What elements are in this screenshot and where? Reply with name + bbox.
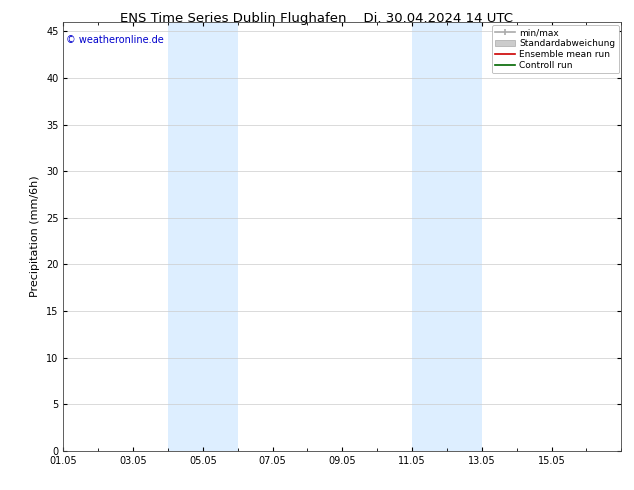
Y-axis label: Precipitation (mm/6h): Precipitation (mm/6h) bbox=[30, 175, 41, 297]
Bar bbox=[168, 22, 238, 451]
Legend: min/max, Standardabweichung, Ensemble mean run, Controll run: min/max, Standardabweichung, Ensemble me… bbox=[492, 25, 619, 74]
Text: © weatheronline.de: © weatheronline.de bbox=[66, 35, 164, 45]
Bar bbox=[412, 22, 482, 451]
Text: ENS Time Series Dublin Flughafen    Di. 30.04.2024 14 UTC: ENS Time Series Dublin Flughafen Di. 30.… bbox=[120, 12, 514, 25]
